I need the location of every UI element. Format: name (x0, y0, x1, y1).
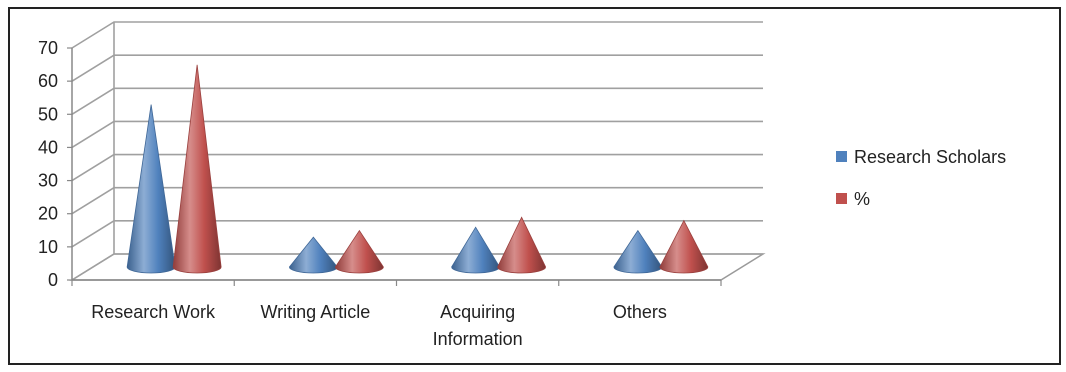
y-tick-label: 40 (38, 137, 58, 157)
legend: Research Scholars% (836, 147, 1006, 209)
cone-percent (172, 64, 222, 274)
cone-body (613, 229, 663, 274)
data-cones (126, 64, 709, 274)
gridline (71, 220, 763, 248)
legend-label: % (854, 189, 870, 209)
cone-body (126, 104, 176, 274)
y-tick-label: 60 (38, 71, 58, 91)
cone-research-scholars (613, 229, 663, 274)
gridline (71, 253, 763, 281)
gridlines (71, 21, 763, 281)
cone-research-scholars (126, 104, 176, 274)
cone-research-scholars (451, 226, 501, 274)
gridline (71, 186, 763, 215)
x-category-label: Writing Article (261, 302, 371, 322)
legend-label: Research Scholars (854, 147, 1006, 167)
cone-body (334, 229, 384, 274)
gridline (71, 120, 763, 149)
y-tick-label: 0 (48, 270, 58, 290)
cone-percent (334, 229, 384, 274)
y-tick-label: 30 (38, 171, 58, 191)
gridline (71, 21, 763, 49)
cone-body (497, 216, 547, 274)
y-axis: 0 10 20 30 40 50 60 70 (38, 38, 73, 290)
x-category-label: Research Work (91, 302, 216, 322)
cone-body (172, 64, 222, 274)
gridline (71, 153, 763, 182)
x-category-label: Others (613, 302, 667, 322)
chart-walls (69, 22, 766, 281)
y-tick-label: 20 (38, 204, 58, 224)
legend-swatch (836, 151, 847, 162)
cone-body (659, 219, 709, 274)
cone-percent (659, 219, 709, 274)
y-tick-label: 50 (38, 104, 58, 124)
x-category-label: Acquiring (440, 302, 515, 322)
cone-body (451, 226, 501, 274)
y-tick-label: 10 (38, 237, 58, 257)
x-axis: Research Work Writing Article Acquiring Inf… (71, 279, 722, 349)
gridline (71, 54, 763, 82)
gridline (71, 87, 763, 115)
x-category-label: Information (433, 329, 523, 349)
cone-percent (497, 216, 547, 274)
legend-swatch (836, 193, 847, 204)
y-tick-label: 70 (38, 38, 58, 58)
